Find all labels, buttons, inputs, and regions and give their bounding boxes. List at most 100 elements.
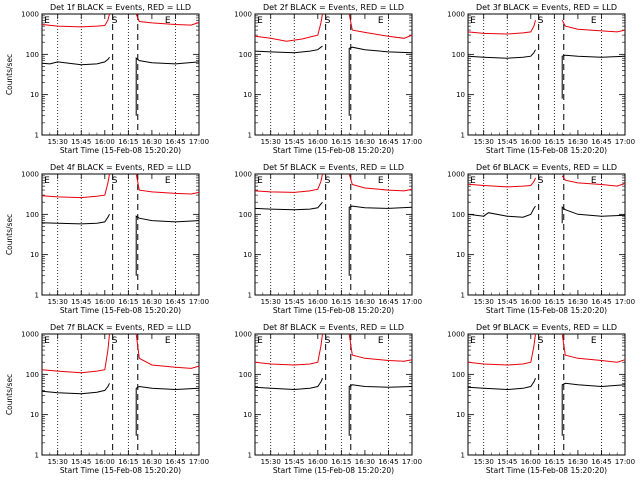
x-tick-label: 17:00 (402, 298, 422, 306)
y-tick-label: 1000 (21, 11, 39, 19)
series-red-line (348, 333, 413, 362)
panel-7 (41, 333, 200, 456)
x-tick-label: 17:00 (615, 138, 635, 146)
x-tick-label: 16:30 (355, 458, 375, 466)
x-axis-label: Start Time (15-Feb-08 15:20:20) (273, 306, 394, 315)
x-tick-label: 15:30 (48, 298, 68, 306)
y-axis-label: Counts/sec (5, 214, 14, 255)
event-marker-label: S (325, 16, 331, 26)
series-red-line (348, 13, 413, 39)
event-marker-label: S (112, 16, 118, 26)
series-red-line (41, 333, 110, 374)
x-axis-label: Start Time (15-Feb-08 15:20:20) (60, 306, 181, 315)
y-axis-label: Counts/sec (5, 374, 14, 415)
series-black-line (254, 201, 323, 211)
x-tick-label: 16:30 (355, 298, 375, 306)
series-red-line (467, 20, 536, 35)
x-axis-label: Start Time (15-Feb-08 15:20:20) (60, 146, 181, 155)
end-marker-label: E (44, 336, 50, 346)
x-tick-label: 17:00 (402, 458, 422, 466)
series-black-line (41, 56, 110, 66)
end-marker-label: E (591, 176, 597, 186)
panel-3 (467, 13, 626, 136)
series-black-line (561, 382, 626, 436)
x-tick-label: 15:30 (474, 138, 494, 146)
series-red-line (467, 333, 536, 366)
series-black-line (135, 215, 200, 276)
y-tick-label: 1 (35, 292, 39, 300)
series-black-line (348, 46, 413, 116)
series-black-line (348, 384, 413, 436)
x-tick-label: 16:00 (521, 298, 541, 306)
y-tick-label: 1 (248, 132, 252, 140)
x-tick-label: 16:00 (521, 458, 541, 466)
x-axis-label: Start Time (15-Feb-08 15:20:20) (273, 466, 394, 475)
y-tick-label: 100 (26, 51, 39, 59)
series-red-line (348, 173, 413, 192)
end-marker-label: E (44, 16, 50, 26)
series-red-line (254, 333, 323, 366)
y-tick-label: 100 (452, 51, 465, 59)
panel-6 (467, 173, 626, 296)
y-tick-label: 100 (239, 211, 252, 219)
x-tick-label: 16:00 (95, 458, 115, 466)
x-tick-label: 16:15 (331, 298, 351, 306)
x-tick-label: 16:30 (568, 298, 588, 306)
panel-title-1: Det 1f BLACK = Events, RED = LLD (50, 3, 191, 12)
x-tick-label: 16:45 (591, 458, 611, 466)
panel-title-5: Det 5f BLACK = Events, RED = LLD (263, 163, 404, 172)
end-marker-label: E (165, 16, 171, 26)
panel-title-3: Det 3f BLACK = Events, RED = LLD (476, 3, 617, 12)
x-tick-label: 16:15 (331, 458, 351, 466)
y-tick-label: 100 (26, 371, 39, 379)
series-black-line (467, 49, 536, 59)
x-tick-label: 15:30 (261, 298, 281, 306)
panel-4 (41, 173, 200, 296)
x-axis-label: Start Time (15-Feb-08 15:20:20) (60, 466, 181, 475)
event-marker-label: S (325, 176, 331, 186)
y-tick-label: 1000 (234, 11, 252, 19)
y-axis-label: Counts/sec (5, 54, 14, 95)
end-marker-label: E (470, 336, 476, 346)
end-marker-label: E (257, 176, 263, 186)
x-tick-label: 15:45 (284, 138, 304, 146)
y-tick-label: 10 (456, 411, 465, 419)
x-tick-label: 16:15 (118, 458, 138, 466)
end-marker-label: E (378, 16, 384, 26)
x-tick-label: 15:45 (71, 298, 91, 306)
y-tick-label: 1000 (447, 171, 465, 179)
x-tick-label: 16:00 (521, 138, 541, 146)
y-tick-label: 1000 (21, 171, 39, 179)
x-tick-label: 17:00 (402, 138, 422, 146)
x-tick-label: 16:45 (378, 458, 398, 466)
x-tick-label: 16:30 (142, 298, 162, 306)
y-tick-label: 100 (452, 371, 465, 379)
x-tick-label: 15:30 (48, 458, 68, 466)
y-tick-label: 10 (243, 251, 252, 259)
y-tick-label: 1000 (234, 331, 252, 339)
x-tick-label: 16:00 (95, 298, 115, 306)
end-marker-label: E (470, 16, 476, 26)
x-tick-label: 16:45 (165, 298, 185, 306)
x-axis-label: Start Time (15-Feb-08 15:20:20) (486, 306, 607, 315)
end-marker-label: E (470, 176, 476, 186)
x-tick-label: 15:45 (497, 298, 517, 306)
x-tick-label: 16:45 (591, 138, 611, 146)
x-tick-label: 16:45 (378, 138, 398, 146)
end-marker-label: E (257, 336, 263, 346)
series-black-line (348, 205, 413, 276)
x-tick-label: 15:30 (261, 458, 281, 466)
y-tick-label: 1000 (234, 171, 252, 179)
panel-2 (254, 13, 413, 136)
x-tick-label: 16:00 (308, 138, 328, 146)
y-tick-label: 1 (35, 452, 39, 460)
end-marker-label: E (165, 336, 171, 346)
series-black-line (467, 205, 536, 218)
y-tick-label: 100 (26, 211, 39, 219)
series-red-line (135, 173, 200, 195)
end-marker-label: E (165, 176, 171, 186)
panel-8 (254, 333, 413, 456)
x-tick-label: 17:00 (615, 458, 635, 466)
end-marker-label: E (378, 336, 384, 346)
series-red-line (561, 19, 626, 33)
